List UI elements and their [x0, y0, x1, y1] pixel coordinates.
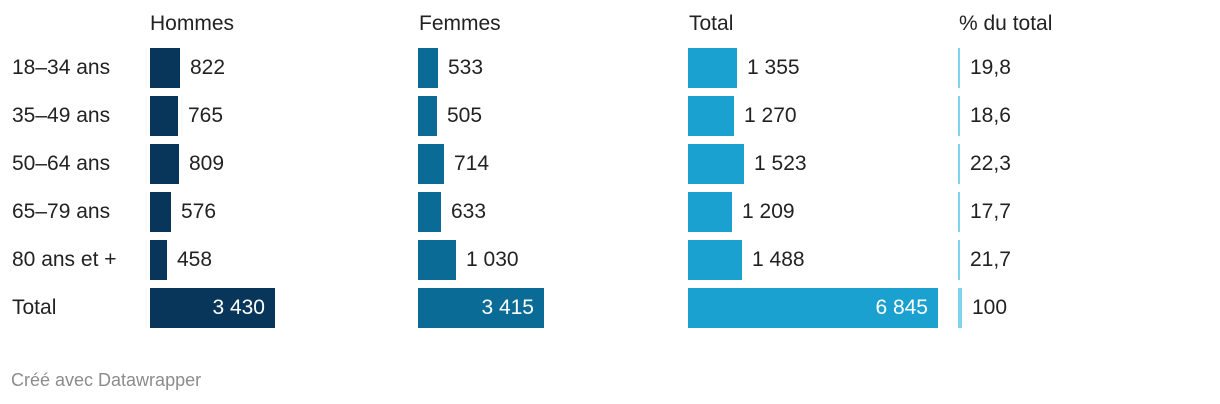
column-header-percent: % du total: [959, 12, 1053, 35]
value-label-femmes: 533: [448, 56, 484, 79]
value-label-total: 1 270: [744, 104, 797, 127]
value-label-percent: 19,8: [970, 56, 1011, 79]
bar-total: [688, 240, 742, 280]
value-label-hommes: 576: [181, 200, 217, 223]
bar-total: [688, 48, 737, 88]
value-label-femmes: 1 030: [466, 248, 519, 271]
bar-femmes: [418, 96, 437, 136]
value-label-percent: 22,3: [970, 152, 1011, 175]
value-label-femmes: 3 415: [481, 296, 534, 319]
row-label: 65–79 ans: [12, 200, 111, 223]
bar-percent: [958, 288, 962, 328]
bar-total: [688, 192, 732, 232]
bar-femmes: [418, 48, 438, 88]
column-header-total: Total: [689, 12, 734, 35]
value-label-total: 1 355: [747, 56, 800, 79]
bar-femmes: [418, 144, 444, 184]
bar-percent: [958, 96, 960, 136]
bar-hommes: [150, 288, 275, 328]
value-label-percent: 100: [972, 296, 1008, 319]
bar-percent: [958, 144, 960, 184]
value-label-hommes: 458: [177, 248, 213, 271]
bar-total: [688, 288, 938, 328]
value-label-total: 1 523: [754, 152, 807, 175]
row-label: 35–49 ans: [12, 104, 111, 127]
bar-percent: [958, 48, 960, 88]
value-label-total: 6 845: [875, 296, 928, 319]
bar-hommes: [150, 144, 179, 184]
row-label: 80 ans et +: [12, 248, 117, 271]
value-label-total: 1 209: [742, 200, 795, 223]
value-label-hommes: 765: [188, 104, 224, 127]
value-label-hommes: 809: [189, 152, 225, 175]
value-label-femmes: 714: [454, 152, 490, 175]
row-label: 50–64 ans: [12, 152, 111, 175]
bar-femmes: [418, 192, 441, 232]
bar-hommes: [150, 96, 178, 136]
value-label-femmes: 505: [447, 104, 483, 127]
row-label: 18–34 ans: [12, 56, 111, 79]
bar-femmes: [418, 288, 544, 328]
column-header-femmes: Femmes: [419, 12, 501, 35]
value-label-total: 1 488: [752, 248, 805, 271]
row-label: Total: [12, 296, 57, 319]
bar-hommes: [150, 240, 167, 280]
value-label-percent: 17,7: [970, 200, 1011, 223]
bar-total: [688, 96, 734, 136]
bar-hommes: [150, 192, 171, 232]
bar-hommes: [150, 48, 180, 88]
credit-text: Créé avec Datawrapper: [11, 370, 202, 390]
bar-femmes: [418, 240, 456, 280]
column-header-hommes: Hommes: [150, 12, 235, 35]
value-label-hommes: 3 430: [212, 296, 265, 319]
bar-total: [688, 144, 744, 184]
bar-percent: [958, 240, 960, 280]
value-label-percent: 18,6: [970, 104, 1011, 127]
bar-percent: [958, 192, 960, 232]
value-label-percent: 21,7: [970, 248, 1011, 271]
value-label-hommes: 822: [190, 56, 226, 79]
value-label-femmes: 633: [451, 200, 487, 223]
